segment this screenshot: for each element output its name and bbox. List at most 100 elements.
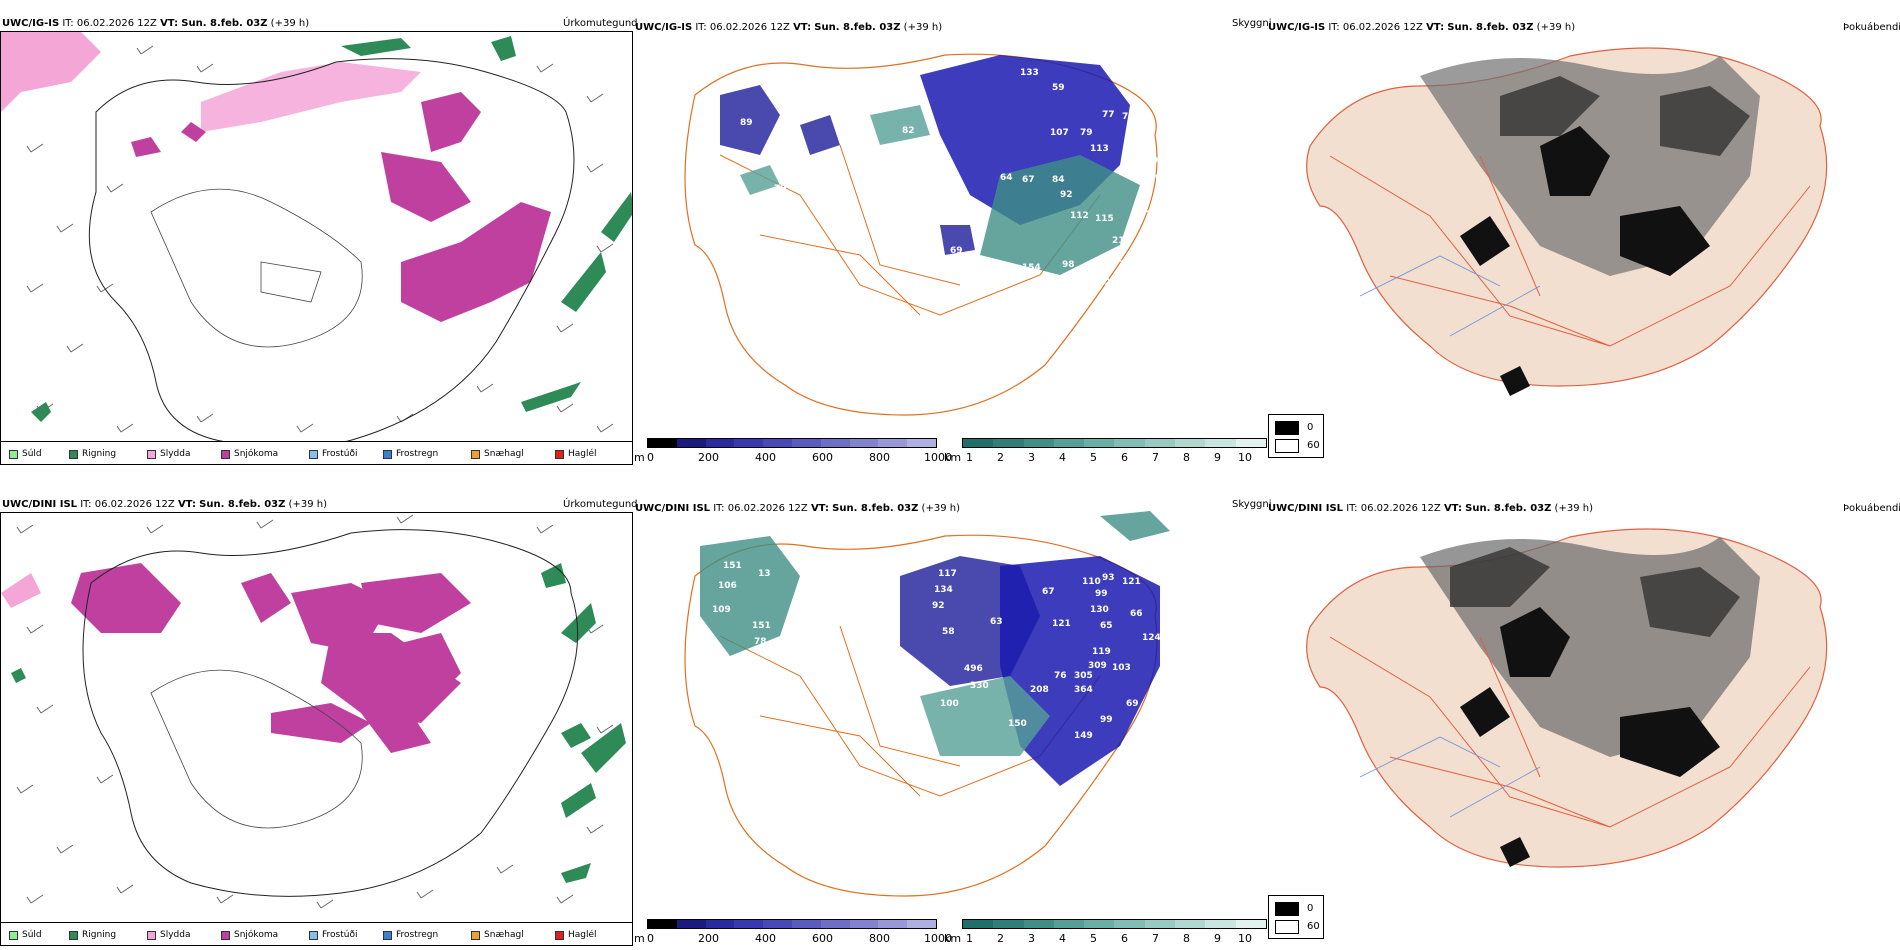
panel-title: UWC/IG-IS IT: 06.02.2026 12Z VT: Sun. 8.… bbox=[635, 22, 943, 33]
legend-swatch bbox=[471, 930, 480, 940]
svg-text:151: 151 bbox=[752, 621, 771, 631]
fog-legend-swatch bbox=[1275, 421, 1299, 435]
colorbar-step bbox=[1175, 920, 1206, 928]
svg-text:69: 69 bbox=[950, 246, 963, 256]
colorbar-tick: 8 bbox=[1183, 451, 1190, 464]
ceiling-map-1: 133 59 77 71 82 107 79 113 64 67 84 92 1… bbox=[684, 53, 1183, 416]
svg-text:92: 92 bbox=[1060, 190, 1073, 200]
colorbar-step bbox=[878, 439, 908, 447]
colorbar-tick: 6 bbox=[1121, 932, 1128, 945]
colorbar-tick: 4 bbox=[1059, 932, 1066, 945]
legend-swatch bbox=[555, 930, 564, 940]
colorbar-step bbox=[734, 439, 764, 447]
svg-text:77: 77 bbox=[1102, 110, 1115, 120]
svg-text:109: 109 bbox=[712, 605, 731, 615]
svg-text:76: 76 bbox=[1054, 671, 1067, 681]
colorbar-tick: 400 bbox=[755, 451, 776, 464]
legend-item: Haglél bbox=[555, 930, 597, 940]
ceiling-map-2: 151 13 106 109 151 78 117 134 92 58 63 6… bbox=[684, 511, 1170, 897]
legend-item: Snæhagl bbox=[471, 449, 524, 459]
svg-text:79: 79 bbox=[774, 184, 787, 194]
svg-text:134: 134 bbox=[934, 585, 953, 595]
colorbar-tick: 7 bbox=[1152, 451, 1159, 464]
ceiling-value-labels: 151 13 106 109 151 78 117 134 92 58 63 6… bbox=[712, 561, 1161, 741]
svg-text:67: 67 bbox=[1022, 175, 1035, 185]
svg-text:149: 149 bbox=[1074, 731, 1093, 741]
panel-title: UWC/DINI ISL IT: 06.02.2026 12Z VT: Sun.… bbox=[1268, 503, 1593, 514]
svg-text:64: 64 bbox=[1000, 173, 1013, 183]
colorbar-unit: m bbox=[634, 932, 645, 945]
legend-swatch bbox=[383, 930, 392, 940]
legend-item: Rigning bbox=[69, 449, 116, 459]
svg-text:67: 67 bbox=[1042, 587, 1055, 597]
svg-text:58: 58 bbox=[942, 627, 955, 637]
svg-text:24: 24 bbox=[774, 168, 787, 178]
colorbar-unit: m bbox=[634, 451, 645, 464]
svg-text:222: 222 bbox=[1092, 278, 1111, 288]
svg-text:63: 63 bbox=[990, 617, 1003, 627]
legend-swatch bbox=[147, 449, 156, 459]
svg-text:59: 59 bbox=[1052, 83, 1065, 93]
svg-text:84: 84 bbox=[1052, 175, 1065, 185]
panel-title: UWC/DINI ISL IT: 06.02.2026 12Z VT: Sun.… bbox=[635, 503, 960, 514]
colorbar-tick: 10 bbox=[1238, 932, 1252, 945]
colorbar-tick: 4 bbox=[1059, 451, 1066, 464]
colorbar-step bbox=[878, 920, 908, 928]
colorbar-tick: 6 bbox=[1121, 451, 1128, 464]
legend-swatch bbox=[221, 449, 230, 459]
colorbar-tick: 1 bbox=[966, 451, 973, 464]
colorbar-tick: 5 bbox=[1090, 932, 1097, 945]
svg-text:117: 117 bbox=[938, 569, 957, 579]
colorbar-step bbox=[1144, 920, 1176, 928]
panel-title: UWC/DINI ISL IT: 06.02.2026 12Z VT: Sun.… bbox=[2, 499, 327, 510]
fog-map-2 bbox=[1306, 528, 1828, 868]
legend-item: Rigning bbox=[69, 930, 116, 940]
colorbar-step bbox=[820, 920, 850, 928]
colorbar-step bbox=[993, 439, 1024, 447]
fog-legend-2: 0 60 bbox=[1268, 895, 1324, 939]
fog-legend-swatch bbox=[1275, 920, 1299, 934]
colorbar-step bbox=[1235, 920, 1266, 928]
colorbar-step bbox=[705, 920, 735, 928]
colorbar-tick: 2 bbox=[997, 932, 1004, 945]
panel-parameter-label: Úrkomutegund bbox=[563, 18, 638, 29]
legend-swatch bbox=[9, 449, 18, 459]
legend-swatch bbox=[69, 930, 78, 940]
svg-text:119: 119 bbox=[1092, 647, 1111, 657]
panel-title: UWC/IG-IS IT: 06.02.2026 12Z VT: Sun. 8.… bbox=[2, 18, 310, 29]
colorbar-step bbox=[676, 920, 706, 928]
colorbar-step bbox=[820, 439, 850, 447]
colorbar-step bbox=[1114, 920, 1145, 928]
colorbar-step bbox=[791, 920, 821, 928]
panel-parameter-label: Úrkomutegund bbox=[563, 499, 638, 510]
svg-text:212: 212 bbox=[1112, 236, 1131, 246]
svg-text:60: 60 bbox=[1155, 173, 1168, 183]
colorbar-step bbox=[763, 920, 792, 928]
colorbar-unit: km bbox=[944, 932, 962, 945]
fog-legend-label: 0 bbox=[1307, 422, 1314, 433]
colorbar-step bbox=[963, 920, 994, 928]
colorbar-tick: 8 bbox=[1183, 932, 1190, 945]
colorbar-tick: 3 bbox=[1028, 932, 1035, 945]
legend-item: Slydda bbox=[147, 449, 190, 459]
colorbar-step bbox=[1235, 439, 1266, 447]
fog-legend-swatch bbox=[1275, 439, 1299, 453]
visibility-colorbar-1 bbox=[962, 438, 1267, 448]
legend-swatch bbox=[471, 449, 480, 459]
precip-map-frame: Súld Rigning Slydda Snjókoma Frostúði Fr… bbox=[0, 512, 633, 946]
precip-map-frame: Súld Rigning Slydda Snjókoma Frostúði Fr… bbox=[0, 31, 633, 465]
svg-text:103: 103 bbox=[1112, 663, 1131, 673]
colorbar-tick: 800 bbox=[869, 451, 890, 464]
legend-item: Snjókoma bbox=[221, 449, 278, 459]
legend-item: Snjókoma bbox=[221, 930, 278, 940]
legend-item: Frostúði bbox=[309, 930, 357, 940]
svg-text:124: 124 bbox=[1142, 633, 1161, 643]
colorbar-tick: 800 bbox=[869, 932, 890, 945]
colorbar-tick: 600 bbox=[812, 451, 833, 464]
colorbar-tick: 2 bbox=[997, 451, 1004, 464]
colorbar-step bbox=[993, 920, 1024, 928]
svg-text:82: 82 bbox=[902, 126, 915, 136]
colorbar-step bbox=[1084, 439, 1115, 447]
fog-map-1 bbox=[1306, 47, 1828, 396]
colorbar-step bbox=[849, 439, 879, 447]
